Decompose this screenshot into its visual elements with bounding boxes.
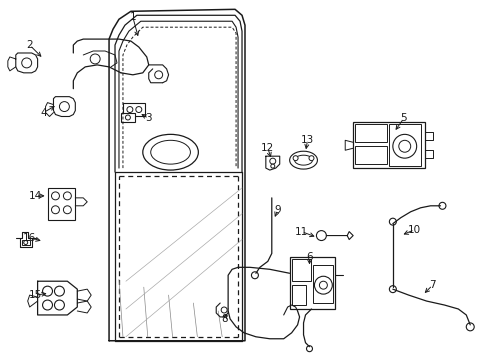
Circle shape bbox=[90, 54, 100, 64]
Circle shape bbox=[42, 286, 52, 296]
Circle shape bbox=[136, 107, 142, 113]
Bar bbox=[354, 146, 386, 164]
Circle shape bbox=[221, 307, 226, 313]
Text: 11: 11 bbox=[294, 226, 307, 237]
Circle shape bbox=[21, 58, 32, 68]
Text: 4: 4 bbox=[40, 108, 47, 117]
Bar bbox=[291, 285, 305, 305]
Circle shape bbox=[125, 115, 130, 120]
Circle shape bbox=[398, 140, 410, 152]
Bar bbox=[21, 239, 30, 246]
Circle shape bbox=[24, 240, 28, 244]
Text: 15: 15 bbox=[29, 290, 42, 300]
Circle shape bbox=[63, 192, 71, 200]
Circle shape bbox=[308, 156, 313, 161]
Circle shape bbox=[388, 286, 395, 293]
Circle shape bbox=[154, 71, 163, 79]
Circle shape bbox=[438, 202, 445, 209]
Bar bbox=[291, 260, 311, 281]
Bar bbox=[352, 122, 424, 168]
Circle shape bbox=[292, 156, 298, 161]
Circle shape bbox=[392, 134, 416, 158]
Text: 13: 13 bbox=[300, 135, 313, 145]
Bar bbox=[121, 113, 135, 122]
Text: 16: 16 bbox=[23, 233, 36, 243]
Bar bbox=[289, 257, 335, 309]
Circle shape bbox=[269, 158, 275, 164]
Text: 8: 8 bbox=[221, 314, 227, 324]
Circle shape bbox=[314, 276, 332, 294]
Circle shape bbox=[319, 281, 326, 289]
Bar bbox=[47, 188, 75, 220]
Circle shape bbox=[466, 323, 473, 331]
Text: 2: 2 bbox=[26, 40, 33, 50]
Text: 6: 6 bbox=[305, 252, 312, 262]
Circle shape bbox=[51, 206, 60, 214]
Circle shape bbox=[127, 107, 133, 113]
Circle shape bbox=[63, 206, 71, 214]
Circle shape bbox=[388, 218, 395, 225]
Circle shape bbox=[54, 300, 64, 310]
Bar bbox=[122, 103, 144, 117]
Circle shape bbox=[51, 192, 60, 200]
Circle shape bbox=[251, 272, 258, 279]
Circle shape bbox=[270, 164, 274, 168]
Text: 9: 9 bbox=[274, 205, 281, 215]
Text: 3: 3 bbox=[145, 113, 152, 123]
Circle shape bbox=[316, 231, 325, 240]
Circle shape bbox=[54, 286, 64, 296]
Text: 7: 7 bbox=[428, 280, 435, 290]
Text: 5: 5 bbox=[400, 113, 406, 123]
Text: 10: 10 bbox=[407, 225, 420, 235]
Circle shape bbox=[60, 102, 69, 112]
Bar bbox=[388, 125, 420, 166]
Bar bbox=[354, 125, 386, 142]
Circle shape bbox=[306, 346, 312, 352]
Text: 14: 14 bbox=[29, 191, 42, 201]
Bar bbox=[313, 265, 333, 303]
Circle shape bbox=[42, 300, 52, 310]
Text: 1: 1 bbox=[129, 12, 136, 22]
Text: 12: 12 bbox=[261, 143, 274, 153]
